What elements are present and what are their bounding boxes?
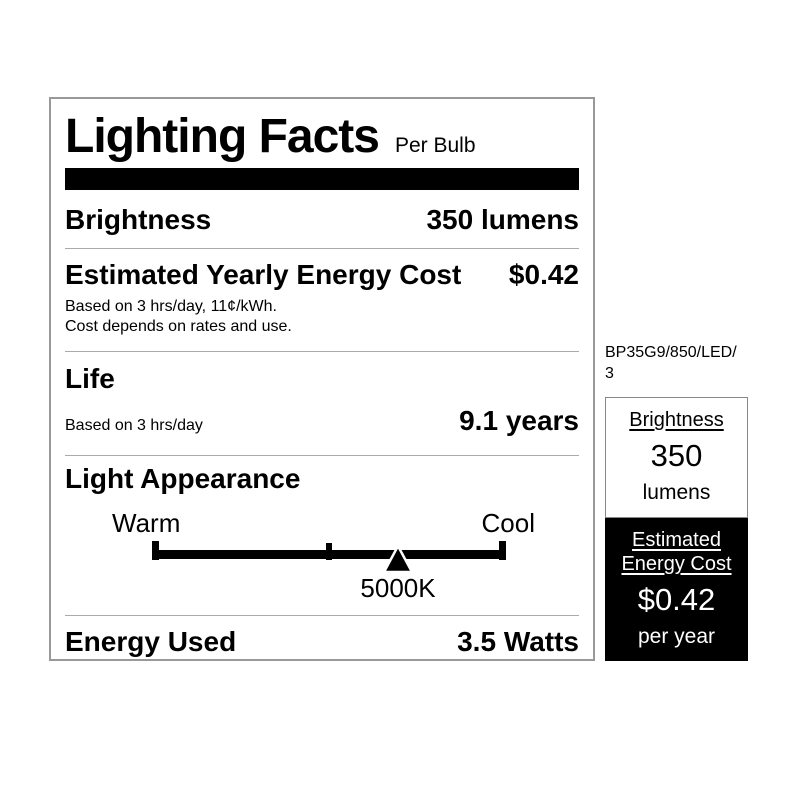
energy-used-row: Energy Used 3.5 Watts xyxy=(65,625,579,659)
light-appearance-heading: Light Appearance xyxy=(65,463,301,495)
warm-label: Warm xyxy=(112,508,181,539)
brightness-row: Brightness 350 lumens xyxy=(65,203,579,237)
brightness-summary-box: Brightness 350 lumens xyxy=(605,397,748,518)
cost-box-value: $0.42 xyxy=(637,582,716,617)
energy-cost-row: Estimated Yearly Energy Cost $0.42 xyxy=(65,258,579,292)
life-heading: Life xyxy=(65,363,115,395)
energy-cost-note-line2: Cost depends on rates and use. xyxy=(65,318,292,336)
brightness-box-unit: lumens xyxy=(642,481,711,504)
side-panel: BP35G9/850/LED/3 Brightness 350 lumens E… xyxy=(605,342,748,661)
energy-cost-label: Estimated Yearly Energy Cost xyxy=(65,259,462,291)
warm-cool-labels: Warm Cool xyxy=(65,508,579,538)
energy-cost-summary-box: Estimated Energy Cost $0.42 per year xyxy=(605,518,748,661)
cool-label: Cool xyxy=(481,508,535,539)
cost-box-label-line2: Energy Cost xyxy=(621,553,732,575)
energy-used-label: Energy Used xyxy=(65,626,237,658)
section-divider xyxy=(65,248,579,250)
brightness-label: Brightness xyxy=(65,204,212,236)
brightness-box-value: 350 xyxy=(650,438,703,473)
cost-box-unit: per year xyxy=(637,625,716,648)
kelvin-value: 5000K xyxy=(360,573,436,603)
section-divider xyxy=(65,351,579,353)
kelvin-marker-triangle-icon xyxy=(381,543,415,574)
label-subtitle: Per Bulb xyxy=(394,134,476,157)
energy-cost-value: $0.42 xyxy=(508,259,579,291)
color-temperature-scale: 5000K xyxy=(152,541,506,603)
energy-cost-note: Based on 3 hrs/day, 11¢/kWh. Cost depend… xyxy=(65,297,579,337)
life-value: 9.1 years xyxy=(459,405,579,437)
label-title: Lighting Facts xyxy=(65,110,380,163)
brightness-box-label: Brightness xyxy=(629,409,724,431)
energy-used-value: 3.5 Watts xyxy=(457,626,579,658)
energy-cost-note-line1: Based on 3 hrs/day, 11¢/kWh. xyxy=(65,298,277,316)
life-row: Based on 3 hrs/day 9.1 years xyxy=(65,404,579,443)
header-separator-bar xyxy=(65,168,579,191)
life-basis-note: Based on 3 hrs/day xyxy=(65,417,203,435)
lighting-facts-label: Lighting Facts Per Bulb Brightness 350 l… xyxy=(49,97,595,661)
brightness-value: 350 lumens xyxy=(426,204,579,236)
product-code: BP35G9/850/LED/3 xyxy=(605,344,737,382)
label-header: Lighting Facts Per Bulb xyxy=(65,109,579,164)
cost-box-label-line1: Estimated xyxy=(632,529,721,551)
section-divider xyxy=(65,455,579,457)
scale-bar xyxy=(152,550,506,560)
section-divider xyxy=(65,615,579,617)
